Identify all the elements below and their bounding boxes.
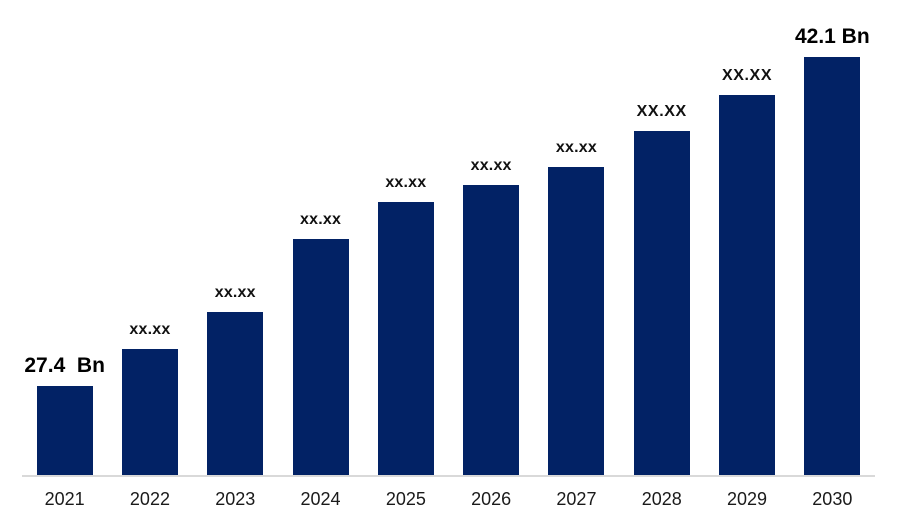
x-axis-label-2028: 2028 bbox=[641, 489, 682, 509]
bar-2025 bbox=[377, 202, 434, 475]
bar-value-label-2026: xx.xx bbox=[470, 157, 512, 175]
x-axis-line bbox=[22, 475, 875, 477]
bar-column-2024: xx.xx bbox=[278, 0, 363, 475]
x-axis-label-2023: 2023 bbox=[215, 489, 256, 509]
bar-column-2025: xx.xx bbox=[363, 0, 448, 475]
bar-column-2026: xx.xx bbox=[448, 0, 533, 475]
bar-2030 bbox=[804, 57, 861, 475]
bar-value-label-2029: XX.XX bbox=[721, 67, 773, 85]
bar-value-label-2025: xx.xx bbox=[385, 174, 427, 192]
x-axis-label-2025: 2025 bbox=[385, 489, 426, 509]
x-axis-label-2022: 2022 bbox=[129, 489, 170, 509]
bar-2024 bbox=[292, 239, 349, 475]
bar-2027 bbox=[548, 167, 605, 475]
plot-area: 27.4 Bn xx.xx xx.xx xx.xx xx.xx xx.xx xx.xx XX.… bbox=[22, 0, 875, 475]
bar-value-label-2030: 42.1 Bn bbox=[794, 24, 870, 48]
x-axis-label-2029: 2029 bbox=[727, 489, 768, 509]
bar-column-2029: XX.XX bbox=[704, 0, 789, 475]
bar-column-2021: 27.4 Bn bbox=[22, 0, 107, 475]
x-axis-label-2027: 2027 bbox=[556, 489, 597, 509]
bar-2026 bbox=[463, 185, 520, 475]
bar-column-2022: xx.xx bbox=[107, 0, 192, 475]
bar-value-label-2028: XX.XX bbox=[636, 103, 687, 121]
x-axis-label-2021: 2021 bbox=[44, 489, 85, 509]
bar-2023 bbox=[207, 312, 264, 475]
bar-value-label-2027: xx.xx bbox=[555, 139, 597, 157]
bar-value-label-2022: xx.xx bbox=[129, 321, 171, 339]
x-axis-labels: 2021 2022 2023 2024 2025 2026 2027 2028 2029 2030 bbox=[22, 489, 875, 510]
bar-2028 bbox=[633, 131, 690, 475]
bar-column-2030: 42.1 Bn bbox=[790, 0, 875, 475]
bar-value-label-2023: xx.xx bbox=[214, 284, 256, 302]
bar-2021 bbox=[36, 386, 93, 475]
x-axis-label-2024: 2024 bbox=[300, 489, 341, 509]
x-axis-label-2026: 2026 bbox=[471, 489, 512, 509]
bar-2022 bbox=[121, 349, 178, 475]
bar-column-2028: XX.XX bbox=[619, 0, 704, 475]
bar-column-2023: xx.xx bbox=[193, 0, 278, 475]
bar-value-label-2024: xx.xx bbox=[300, 211, 342, 229]
bar-column-2027: xx.xx bbox=[534, 0, 619, 475]
bar-2029 bbox=[719, 95, 776, 475]
x-axis-label-2030: 2030 bbox=[812, 489, 853, 509]
bar-value-label-2021: 27.4 Bn bbox=[24, 353, 105, 377]
